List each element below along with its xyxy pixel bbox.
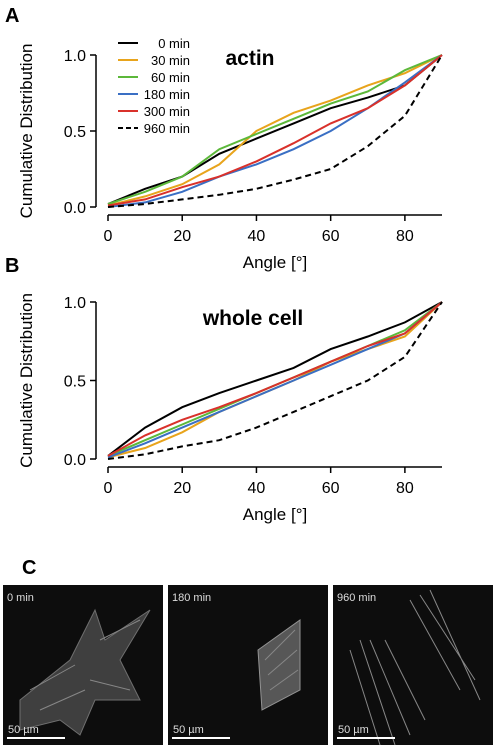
y-tick-label: 0.0 [64, 200, 86, 217]
series-line [107, 301, 443, 459]
x-tick-label: 0 [104, 228, 113, 245]
legend-label: 30 min [151, 53, 190, 68]
panel-label: A [5, 5, 19, 27]
image-label: 180 min [172, 592, 211, 604]
x-tick-label: 40 [248, 480, 266, 497]
series-line [107, 301, 443, 460]
series-line [107, 54, 443, 208]
annotation: whole cell [202, 307, 303, 330]
series-line [107, 54, 443, 207]
x-axis-label: Angle [°] [243, 253, 307, 272]
panel-label: C [22, 557, 36, 579]
scale-bar-label: 50 µm [8, 724, 39, 736]
series-line [107, 301, 443, 457]
series-line [107, 54, 443, 207]
series-line [107, 54, 443, 205]
legend-label: 300 min [144, 104, 190, 119]
x-tick-label: 80 [396, 228, 414, 245]
panel-label: B [5, 255, 19, 277]
legend-label: 180 min [144, 87, 190, 102]
series-line [107, 54, 443, 208]
cell-texture [19, 589, 481, 746]
x-tick-label: 20 [173, 480, 191, 497]
annotation: actin [225, 47, 274, 70]
series-line [107, 301, 443, 457]
x-tick-label: 40 [248, 228, 266, 245]
image-label: 960 min [337, 592, 376, 604]
y-tick-label: 1.0 [64, 48, 86, 65]
micrograph [333, 585, 493, 745]
scale-bar-label: 50 µm [338, 724, 369, 736]
y-tick-label: 0.0 [64, 452, 86, 469]
x-tick-label: 60 [322, 480, 340, 497]
scale-bar-label: 50 µm [173, 724, 204, 736]
x-tick-label: 60 [322, 228, 340, 245]
image-label: 0 min [7, 592, 34, 604]
y-tick-label: 1.0 [64, 295, 86, 312]
micrograph [168, 585, 328, 745]
y-axis-label: Cumulative Distribution [17, 44, 36, 219]
y-axis-label: Cumulative Distribution [17, 293, 36, 468]
y-tick-label: 0.5 [64, 374, 86, 391]
y-tick-label: 0.5 [64, 124, 86, 141]
micrographs [3, 585, 493, 746]
x-tick-label: 20 [173, 228, 191, 245]
legend-label: 0 min [158, 36, 190, 51]
x-tick-label: 0 [104, 480, 113, 497]
legend-label: 60 min [151, 70, 190, 85]
x-axis-label: Angle [°] [243, 505, 307, 524]
legend-label: 960 min [144, 121, 190, 136]
x-tick-label: 80 [396, 480, 414, 497]
series-line [107, 54, 443, 205]
